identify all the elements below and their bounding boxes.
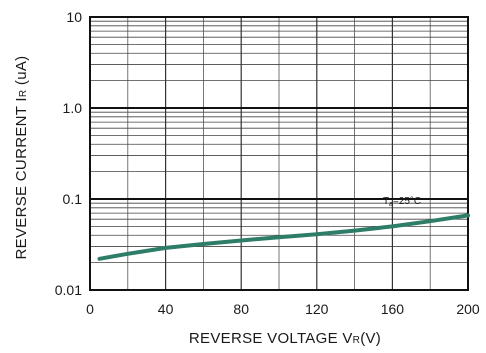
y-tick-label: 10 (66, 9, 82, 25)
y-axis-label-main: REVERSE CURRENT I (13, 97, 30, 259)
x-tick-label: 0 (86, 301, 94, 317)
annotation-rest: =25°C (393, 196, 421, 207)
y-axis-label-sub: R (18, 90, 29, 98)
y-tick-label: 1.0 (63, 100, 83, 116)
x-tick-label: 200 (456, 301, 480, 317)
series-layer (97, 213, 470, 261)
major-grid (90, 17, 468, 290)
y-tick-label: 0.1 (63, 191, 83, 207)
temperature-annotation: Ta=25°C (383, 196, 421, 208)
y-tick-label: 0.01 (55, 282, 82, 298)
x-tick-label: 160 (381, 301, 405, 317)
x-axis-label-main: REVERSE VOLTAGE V (189, 330, 353, 347)
x-tick-label: 40 (158, 301, 174, 317)
x-tick-label: 80 (233, 301, 249, 317)
minor-grid (90, 17, 468, 290)
series-line (97, 213, 470, 261)
plot-frame (89, 16, 469, 291)
x-tick-labels: 0 40 80 120 160 200 (86, 301, 480, 317)
x-axis-label-sub: R (353, 335, 361, 346)
annotation-sub: a (389, 201, 393, 208)
y-axis-label: REVERSE CURRENT IR (uA) (13, 56, 30, 260)
y-tick-labels: 0.01 0.1 1.0 10 (55, 9, 82, 298)
x-tick-label: 120 (305, 301, 329, 317)
annotation-main: T (383, 196, 389, 207)
x-axis-label: REVERSE VOLTAGE VR(V) (189, 330, 381, 347)
y-axis-label-unit: (uA) (13, 56, 30, 90)
x-axis-label-unit: (V) (360, 330, 381, 347)
